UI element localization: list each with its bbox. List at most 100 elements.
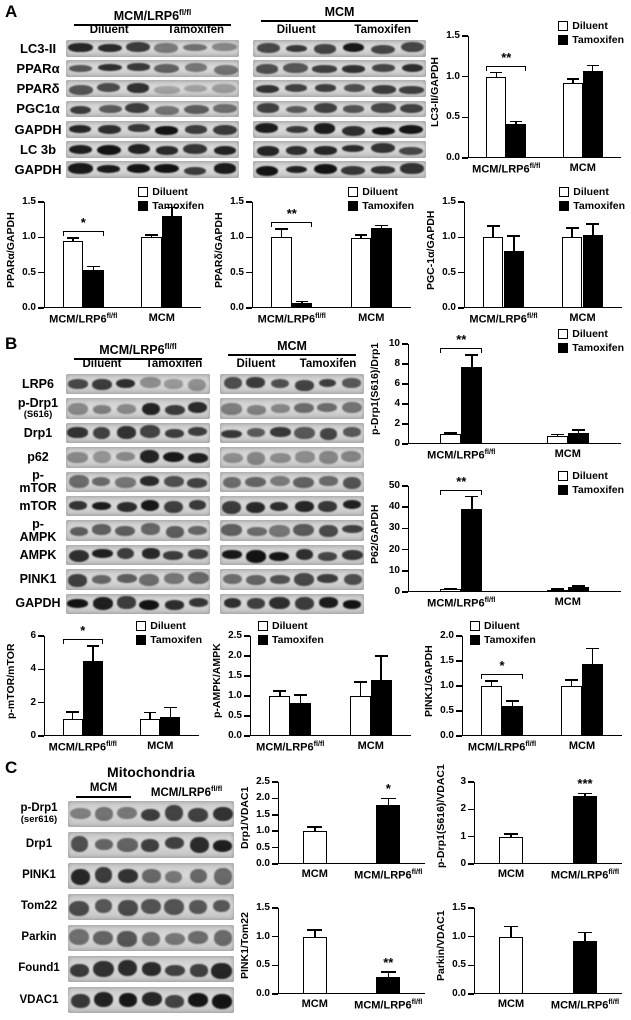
blot-band <box>313 44 336 54</box>
y-tick <box>402 423 408 425</box>
blot-band <box>92 405 111 414</box>
y-tick <box>38 735 44 737</box>
x-category-sup: fl/fl <box>106 740 117 748</box>
blot-band <box>91 549 113 559</box>
blot-band <box>68 42 94 52</box>
blot-band <box>163 550 184 560</box>
x-category-label: MCM/LRP6fl/fl <box>333 868 443 882</box>
x-category-sup: fl/fl <box>315 312 326 320</box>
blot-group-header: MCM/LRP6fl/fl <box>66 6 239 27</box>
blot-band <box>270 378 290 389</box>
y-tick-label: 2 <box>394 418 400 429</box>
y-tick-label: 1 <box>460 830 466 842</box>
blot-band <box>116 452 135 462</box>
blot-strip <box>68 925 234 952</box>
blot-title: Mitochondria <box>107 764 195 780</box>
y-tick-label: 2.0 <box>256 792 270 804</box>
x-category-sup: fl/fl <box>529 162 541 170</box>
y-tick-label: 1.5 <box>230 196 244 207</box>
x-category-text: MCM/LRP6 <box>427 449 485 462</box>
blot-band <box>69 475 89 489</box>
y-tick <box>272 830 278 832</box>
legend-label: Tamoxifen <box>362 200 414 212</box>
blot-band <box>183 84 207 93</box>
blot-band <box>342 500 362 510</box>
chart-legend: Diluent Tamoxifen <box>138 186 204 212</box>
y-tick <box>468 863 474 865</box>
blot-band <box>66 599 88 609</box>
panel-b-label: B <box>5 334 18 353</box>
y-tick-label: 2 <box>30 696 36 708</box>
bar <box>376 976 400 994</box>
y-tick-label: 0.5 <box>256 959 270 971</box>
x-category-label: MCM/LRP6fl/fl <box>235 740 345 754</box>
y-tick <box>246 236 252 239</box>
y-tick <box>244 695 250 697</box>
blot-band <box>69 65 92 73</box>
error-bar-cap <box>571 429 585 431</box>
blot-band <box>69 105 92 115</box>
significance-label: ** <box>456 332 467 347</box>
blot-band <box>213 145 236 155</box>
chart-pink1-gapdh: PINK1/GAPDH 0.0 0.5 1.0 1.5 2.0 MCM/LRP6fl/fl M… <box>422 620 627 760</box>
y-tick-label: 0 <box>394 586 400 597</box>
blot-band <box>139 425 160 439</box>
blot-strip <box>220 520 364 541</box>
blot-band <box>318 476 339 486</box>
blot-band <box>211 962 232 979</box>
x-category-label: MCM/LRP6fl/fl <box>406 596 516 610</box>
error-bar <box>71 711 74 720</box>
blot-strip <box>66 544 210 566</box>
blot-row-label-line1: mTOR <box>19 498 57 513</box>
legend-label: Tamoxifen <box>150 634 202 646</box>
x-category-text: MCM/LRP6 <box>354 999 412 1012</box>
blot-band <box>164 501 184 514</box>
chart-axes <box>474 908 622 994</box>
blot-band <box>211 994 232 1010</box>
legend-item: Diluent <box>559 186 625 198</box>
error-bar-cap <box>465 354 479 356</box>
y-tick-label: 1.0 <box>442 231 456 243</box>
blot-band <box>68 549 90 563</box>
error-bar-cap <box>145 234 158 236</box>
blot-band <box>342 600 362 610</box>
error-bar-cap <box>66 237 80 239</box>
y-tick <box>462 35 468 37</box>
blot-treatment-label: Tamoxifen <box>145 358 203 370</box>
significance-label: * <box>499 658 505 673</box>
blot-band <box>189 837 209 854</box>
bar <box>561 686 582 736</box>
error-bar <box>92 646 94 661</box>
y-tick-label: 10 <box>388 564 400 576</box>
blot-band <box>141 869 162 883</box>
blot-strip <box>253 60 426 77</box>
legend-item: Tamoxifen <box>258 634 324 646</box>
x-category-label: MCM <box>107 312 217 324</box>
blot-row-label: Found1 <box>14 954 64 985</box>
legend-item: Diluent <box>138 186 204 198</box>
blot-row-label: VDAC1 <box>14 985 64 1016</box>
y-tick <box>468 907 474 909</box>
y-tick <box>272 964 278 967</box>
x-category-text: MCM <box>147 740 174 752</box>
x-category-label: MCM <box>528 162 631 174</box>
blot-band <box>293 476 314 488</box>
blot-band <box>188 598 208 608</box>
blot-band <box>223 598 241 609</box>
legend-label: Tamoxifen <box>572 484 624 496</box>
y-tick <box>244 655 250 657</box>
blot-band <box>91 501 111 511</box>
y-tick <box>38 201 44 203</box>
blot-row-label: mTOR <box>14 494 62 518</box>
panel-a-western-blot: MCM/LRP6fl/fl MCM Diluent Tamoxifen Diluent T… <box>14 6 426 180</box>
panel-c-western-blot: Mitochondria MCM MCM/LRP6fl/fl p-Drp1 (ser61… <box>14 764 234 1016</box>
blot-band <box>165 964 185 977</box>
blot-band <box>68 145 93 155</box>
blot-band <box>285 146 307 156</box>
error-bar-cap <box>566 78 579 80</box>
chart-axes <box>474 782 622 864</box>
legend-item: Diluent <box>470 620 536 632</box>
y-tick <box>402 403 408 405</box>
blot-strip <box>66 569 210 590</box>
bar <box>291 303 313 308</box>
